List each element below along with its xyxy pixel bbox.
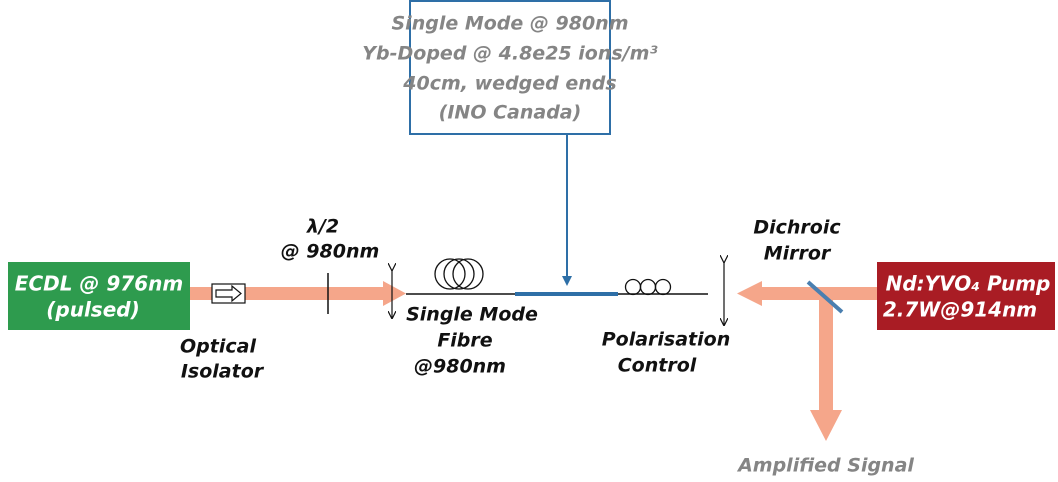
pump-box [877, 262, 1055, 330]
fibre-coil [443, 258, 475, 290]
output-beam [819, 298, 833, 412]
beam-head [810, 410, 842, 441]
fibre-coil [434, 258, 466, 290]
polarisation-coil [639, 278, 657, 296]
pump-label: 2.7W@914nm [883, 298, 1037, 322]
half-wave-label: @ 980nm [281, 241, 380, 263]
pump-label: Nd:YVO₄ Pump [886, 272, 1051, 296]
half-wave-label: λ/2 [306, 216, 339, 238]
polarisation-coil [654, 278, 672, 296]
isolator-label: Isolator [181, 361, 265, 383]
fibre-spec-box [409, 0, 611, 135]
polarisation-label: Polarisation [602, 329, 731, 351]
dichroic-mirror [806, 280, 844, 314]
isolator-label: Optical [180, 336, 256, 358]
fibre-spec-line: Single Mode @ 980nm [392, 13, 629, 35]
source-label: (pulsed) [46, 298, 139, 322]
polarisation-coil [624, 278, 642, 296]
fibre-label: Fibre [437, 330, 492, 352]
output-label: Amplified Signal [736, 455, 914, 477]
mirror-label: Mirror [764, 243, 832, 265]
beam-head [383, 281, 406, 306]
isolator-arrow [215, 284, 242, 303]
fibre-spec-line: 40cm, wedged ends [402, 73, 616, 95]
source-box [8, 262, 190, 330]
mirror-label: Dichroic [753, 217, 841, 239]
fibre-spec-line: (INO Canada) [439, 102, 582, 124]
fibre-label: Single Mode [406, 304, 538, 326]
polarisation-label: Control [618, 355, 697, 377]
fibre-label: @980nm [414, 356, 506, 378]
beam-head [737, 281, 762, 306]
fibre-coil [452, 258, 484, 290]
fibre-spec-line: Yb-Doped @ 4.8e25 ions/m³ [362, 43, 658, 65]
source-label: ECDL @ 976nm [15, 272, 183, 296]
